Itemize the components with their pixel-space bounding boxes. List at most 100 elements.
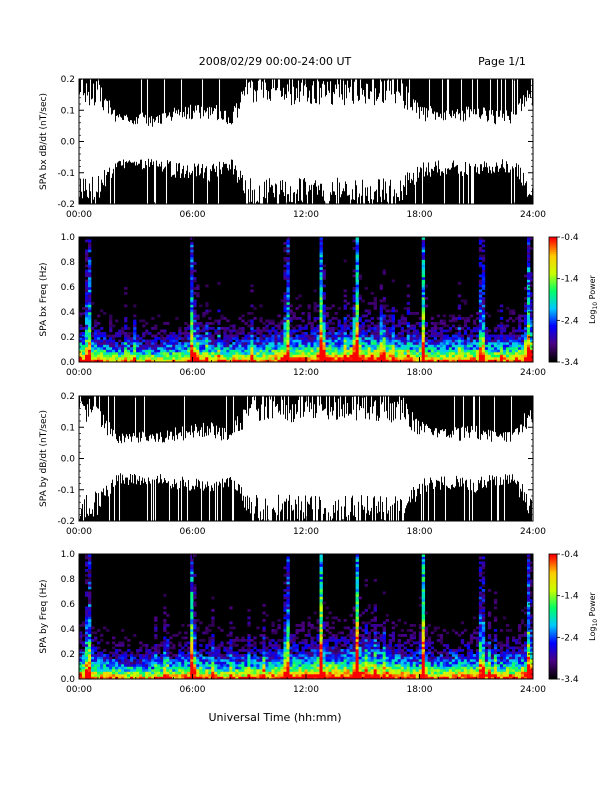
spectrogram-cell bbox=[193, 584, 197, 587]
spectrogram-cell bbox=[364, 636, 368, 640]
spectrogram-cell bbox=[355, 252, 359, 255]
spectrogram-cell bbox=[85, 606, 89, 610]
spectrogram-cell bbox=[184, 357, 188, 360]
spectrogram-cell bbox=[319, 569, 323, 572]
spectrogram-cell bbox=[454, 319, 459, 323]
spectrogram-cell bbox=[88, 269, 92, 273]
spectrogram-cell bbox=[268, 649, 272, 652]
spectrogram-cell bbox=[370, 357, 374, 360]
spectrogram-cell bbox=[145, 671, 149, 675]
spectrogram-cell bbox=[229, 641, 233, 645]
spectrogram-cell bbox=[526, 287, 531, 290]
spectrogram-cell bbox=[232, 342, 236, 345]
spectrogram-cell bbox=[94, 319, 98, 323]
spectrogram-cell bbox=[385, 656, 389, 660]
spectrogram-cell bbox=[352, 274, 356, 278]
spectrogram-cell bbox=[424, 357, 429, 360]
spectrogram-cell bbox=[220, 669, 224, 672]
spectrogram-cell bbox=[88, 314, 92, 318]
spectrogram-cell bbox=[322, 624, 326, 627]
spectrogram-cell bbox=[118, 649, 122, 652]
spectrogram-cell bbox=[265, 656, 269, 660]
spectrogram-cell bbox=[478, 322, 483, 325]
spectrogram-cell bbox=[217, 322, 221, 325]
spectrogram-cell bbox=[340, 359, 344, 363]
spectrogram-cell bbox=[346, 651, 350, 655]
spectrogram-cell bbox=[361, 299, 365, 303]
spectrogram-cell bbox=[121, 342, 125, 345]
spectrogram-cell bbox=[217, 666, 221, 670]
spectrogram-cell bbox=[295, 651, 299, 655]
spectrogram-cell bbox=[130, 661, 134, 665]
spectrogram-cell bbox=[352, 337, 356, 340]
spectrogram-cell bbox=[88, 636, 92, 640]
spectrogram-cell bbox=[379, 324, 383, 328]
spectrogram-cell bbox=[469, 342, 474, 345]
spectrogram-cell bbox=[91, 639, 95, 642]
spectrogram-cell bbox=[523, 274, 528, 278]
spectrogram-cell bbox=[358, 674, 362, 677]
spectrogram-cell bbox=[289, 354, 293, 358]
spectrogram-cell bbox=[481, 264, 486, 268]
spectrogram-cell bbox=[325, 606, 329, 610]
spectrogram-cell bbox=[373, 357, 377, 360]
spectrogram-cell bbox=[94, 646, 98, 650]
spectrogram-cell bbox=[118, 656, 122, 660]
spectrogram-cell bbox=[88, 646, 92, 650]
spectrogram-cell bbox=[319, 354, 323, 358]
spectrogram-cell bbox=[319, 581, 323, 585]
spectrogram-cell bbox=[289, 347, 293, 350]
spectrogram-cell bbox=[325, 671, 329, 675]
spectrogram-cell bbox=[346, 674, 350, 677]
spectrogram-cell bbox=[274, 646, 278, 650]
spectrogram-cell bbox=[358, 342, 362, 345]
spectrogram-cell bbox=[313, 309, 317, 313]
spectrogram-cell bbox=[169, 332, 173, 335]
spectrogram-cell bbox=[331, 317, 335, 320]
spectrogram-cell bbox=[322, 349, 326, 353]
spectrogram-cell bbox=[346, 626, 350, 630]
spectrogram-cell bbox=[457, 304, 462, 308]
spectrogram-cell bbox=[160, 347, 164, 350]
spectrogram-cell bbox=[190, 656, 194, 660]
spectrogram-cell bbox=[91, 342, 95, 345]
spectrogram-cell bbox=[289, 664, 293, 667]
spectrogram-cell bbox=[271, 666, 275, 670]
spectrogram-cell bbox=[325, 342, 329, 345]
spectrogram-cell bbox=[193, 312, 197, 315]
spectrogram-cell bbox=[355, 259, 359, 263]
spectrogram-cell bbox=[241, 676, 245, 680]
spectrogram-cell bbox=[190, 614, 194, 617]
spectrogram-cell bbox=[193, 634, 197, 637]
spectrogram-cell bbox=[199, 676, 203, 680]
spectrogram-cell bbox=[382, 671, 386, 675]
spectrogram-cell bbox=[226, 334, 230, 338]
x-tick-label: 18:00 bbox=[407, 210, 433, 220]
spectrogram-cell bbox=[388, 332, 392, 335]
spectrogram-cell bbox=[427, 359, 432, 363]
spectrogram-cell bbox=[355, 239, 359, 243]
spectrogram-cell bbox=[343, 304, 347, 308]
spectrogram-cell bbox=[340, 329, 344, 333]
spectrogram-cell bbox=[133, 337, 137, 340]
spectrogram-cell bbox=[409, 347, 414, 350]
spectrogram-cell bbox=[229, 359, 233, 363]
spectrogram-cell bbox=[442, 359, 447, 363]
spectrogram-cell bbox=[418, 349, 423, 353]
spectrogram-cell bbox=[364, 579, 368, 582]
spectrogram-cell bbox=[307, 354, 311, 358]
spectrogram-cell bbox=[331, 344, 335, 348]
spectrogram-cell bbox=[139, 666, 143, 670]
spectrogram-cell bbox=[388, 674, 392, 677]
spectrogram-cell bbox=[190, 591, 194, 595]
spectrogram-cell bbox=[316, 339, 320, 343]
spectrogram-cell bbox=[151, 334, 155, 338]
spectrogram-cell bbox=[259, 664, 263, 667]
spectrogram-cell bbox=[190, 634, 194, 637]
spectrogram-cell bbox=[202, 359, 206, 363]
spectrogram-cell bbox=[352, 669, 356, 672]
spectrogram-cell bbox=[151, 661, 155, 665]
spectrogram-cell bbox=[193, 646, 197, 650]
spectrogram-cell bbox=[205, 666, 209, 670]
